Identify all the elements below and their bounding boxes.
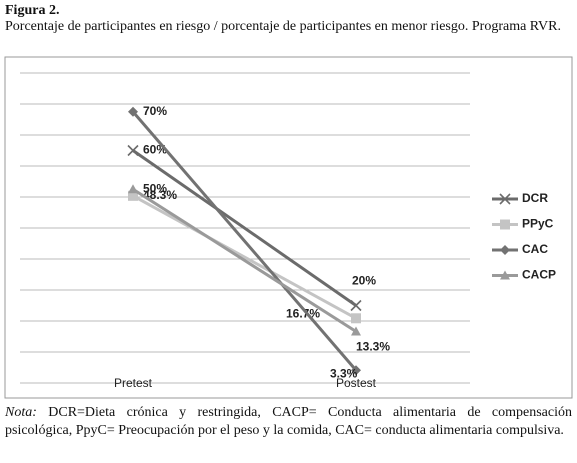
data-point xyxy=(127,144,139,157)
caption-block: Figura 2. Porcentaje de participantes en… xyxy=(5,3,573,35)
note-label: Nota: xyxy=(5,405,37,420)
data-point xyxy=(128,184,138,194)
data-label: 70% xyxy=(143,104,167,118)
series-line xyxy=(132,149,357,307)
note: Nota: DCR=Dieta crónica y restringida, C… xyxy=(5,404,572,440)
data-label: 3.3% xyxy=(330,366,358,380)
data-point xyxy=(350,299,362,312)
series-line xyxy=(131,110,358,372)
legend-label: CAC xyxy=(522,242,548,256)
data-point xyxy=(128,106,138,117)
series-line xyxy=(132,194,357,320)
data-label: 50% xyxy=(143,181,167,195)
data-point xyxy=(351,326,361,336)
note-text: DCR=Dieta crónica y restringida, CACP= C… xyxy=(5,405,573,438)
figure-caption: Porcentaje de participantes en riesgo / … xyxy=(5,19,561,34)
legend-marker xyxy=(500,245,510,255)
data-label: 48.3% xyxy=(143,188,177,202)
figure-label: Figura 2. xyxy=(5,3,60,18)
x-tick-label: Pretest xyxy=(114,376,153,390)
legend-label: DCR xyxy=(522,191,548,205)
data-label: 60% xyxy=(143,143,167,157)
data-label: 13.3% xyxy=(356,340,390,354)
legend-label: CACP xyxy=(522,268,556,282)
x-tick-label: Postest xyxy=(336,376,377,390)
legend-marker xyxy=(500,219,510,230)
chart-frame xyxy=(4,56,573,399)
data-point xyxy=(128,190,138,201)
data-point xyxy=(351,365,361,376)
data-point xyxy=(351,313,361,324)
legend-marker xyxy=(500,270,510,280)
data-label: 20% xyxy=(352,274,376,288)
legend-label: PPyC xyxy=(522,217,554,231)
series-line xyxy=(132,187,357,333)
legend-marker xyxy=(499,193,511,205)
